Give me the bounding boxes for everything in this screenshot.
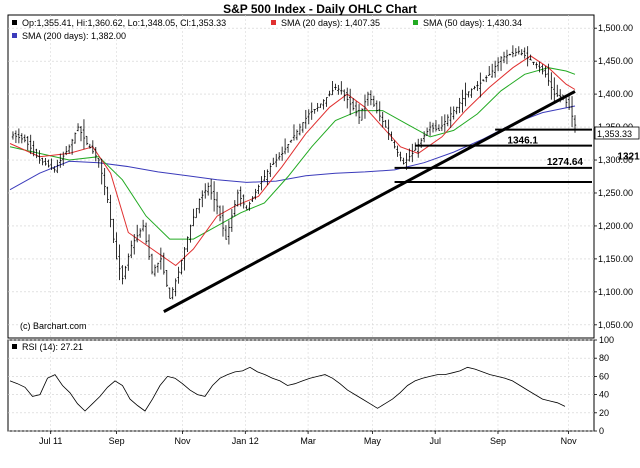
legend-ohlc: Op:1,355.41, Hi:1,360.62, Lo:1,348.05, C… xyxy=(22,18,226,28)
legend-sma20: SMA (20 days): 1,407.35 xyxy=(281,18,380,28)
chart-title: S&P 500 Index - Daily OHLC Chart xyxy=(223,2,417,16)
x-tick-label: Sep xyxy=(109,436,125,446)
legend-swatch-sma200 xyxy=(12,33,17,38)
last-value-box xyxy=(594,126,640,140)
rsi-line xyxy=(9,366,566,412)
sma50-line xyxy=(9,67,576,240)
rsi-panel xyxy=(7,339,595,432)
support-label: 1346.1 xyxy=(507,136,538,147)
rsi-tick-label: 40 xyxy=(599,390,609,400)
rsi-tick-label: 20 xyxy=(599,408,609,418)
x-tick-label: Jul 11 xyxy=(39,436,62,446)
x-axis: Jul 11 Sep Nov Jan 12 Mar May Jul Sep Nov xyxy=(39,431,577,446)
ohlc-bars xyxy=(11,45,577,300)
x-tick-label: Mar xyxy=(300,436,316,446)
price-legend: Op:1,355.41, Hi:1,360.62, Lo:1,348.05, C… xyxy=(12,18,522,41)
price-tick-label: 1,150.00 xyxy=(598,254,633,264)
legend-sma50: SMA (50 days): 1,430.34 xyxy=(423,18,522,28)
rsi-tick-label: 0 xyxy=(599,426,604,436)
x-tick-label: May xyxy=(364,436,382,446)
price-tick-label: 1,100.00 xyxy=(598,287,633,297)
price-tick-label: 1,300.00 xyxy=(598,155,633,165)
price-tick-label: 1,450.00 xyxy=(598,56,633,66)
legend-sma200: SMA (200 days): 1,382.00 xyxy=(22,31,126,41)
support-label: 1321.8 xyxy=(617,152,640,163)
rsi-tick-label: 60 xyxy=(599,371,609,381)
barchart-credit: (c) Barchart.com xyxy=(20,321,87,331)
rsi-grid xyxy=(8,339,594,432)
trendline xyxy=(163,90,576,313)
legend-rsi: RSI (14): 27.21 xyxy=(22,342,83,352)
legend-swatch-sma50 xyxy=(413,20,418,25)
rsi-y-axis: 0 20 40 60 80 100 xyxy=(594,335,614,436)
legend-swatch-rsi xyxy=(12,344,17,349)
legend-swatch-ohlc xyxy=(12,20,17,25)
price-y-axis: 1,050.00 1,100.00 1,150.00 1,200.00 1,250.00… xyxy=(594,23,633,330)
rsi-tick-label: 80 xyxy=(599,353,609,363)
x-tick-label: Jan 12 xyxy=(232,436,259,446)
price-tick-label: 1,400.00 xyxy=(598,89,633,99)
legend-swatch-sma20 xyxy=(271,20,276,25)
x-tick-label: Nov xyxy=(175,436,192,446)
sma20-line xyxy=(9,55,576,267)
x-tick-label: Sep xyxy=(490,436,506,446)
price-tick-label: 1,250.00 xyxy=(598,188,633,198)
support-label: 1274.64 xyxy=(547,157,584,168)
x-tick-label: Nov xyxy=(561,436,578,446)
price-tick-label: 1,200.00 xyxy=(598,221,633,231)
x-tick-label: Jul xyxy=(429,436,441,446)
rsi-tick-label: 100 xyxy=(599,335,614,345)
price-series xyxy=(9,55,576,267)
price-tick-label: 1,500.00 xyxy=(598,23,633,33)
price-tick-label: 1,050.00 xyxy=(598,320,633,330)
last-value-label: 1,353.33 xyxy=(597,129,632,139)
